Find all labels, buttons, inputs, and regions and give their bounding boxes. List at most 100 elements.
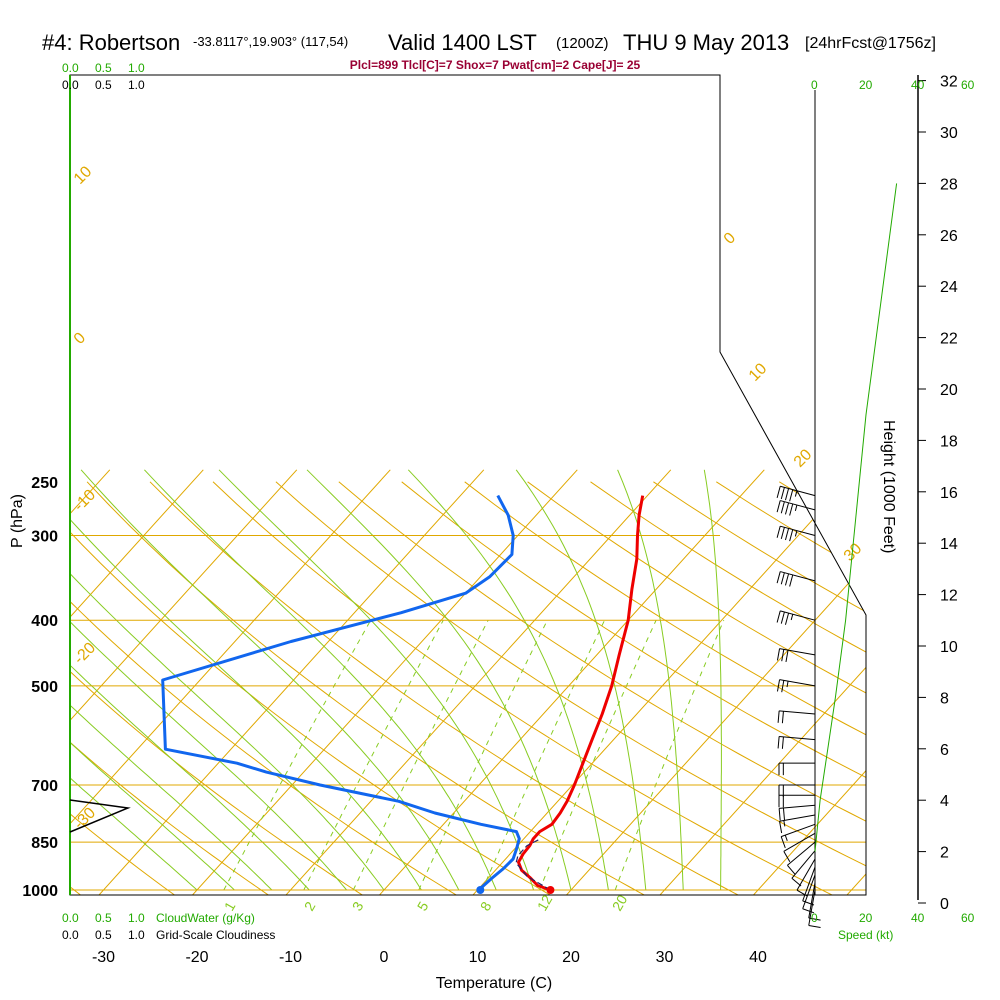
isotherm-label: 10 [746, 360, 771, 385]
wind-barb-staff [779, 814, 816, 822]
wind-barb-staff [780, 485, 816, 497]
wind-barb [779, 814, 816, 834]
moist-adiabat-line [70, 469, 385, 891]
dry-adiabat-line [275, 481, 866, 895]
isotherm-line [838, 469, 866, 895]
wind-barb-flag [776, 679, 781, 692]
wind-barb-flag [779, 821, 783, 834]
mixing-ratio-label: 3 [349, 899, 367, 914]
wind-barb-flag [780, 487, 785, 500]
pressure-ticks: 250 300 400 500 700 850 1000 [22, 475, 58, 900]
temperature-tick: 40 [749, 949, 767, 966]
height-tick-28: 28 [940, 176, 958, 193]
speed-tick-0-top: 0 [811, 78, 818, 92]
wind-barb-flag [783, 820, 786, 827]
mixing-ratio-line [418, 619, 548, 891]
wind-barb-flag [785, 650, 789, 663]
wind-barb-flag [808, 924, 821, 929]
temperature-tick: -20 [185, 949, 208, 966]
wind-barb-flag [789, 503, 794, 516]
height-axis-label: Height (1000 Feet) [880, 420, 897, 553]
height-tick-8: 8 [940, 690, 949, 707]
valid-time: Valid 1400 LST [388, 30, 537, 55]
wind-barb-staff [780, 500, 816, 511]
wind-barb-staff [779, 735, 816, 741]
dry-adiabat-line [590, 481, 866, 895]
wind-barb-flag [781, 680, 785, 693]
wind-barb [783, 832, 816, 862]
parcel-line [515, 838, 551, 891]
cloudiness-tick-1: 0.5 [95, 928, 112, 942]
moist-adiabat-line [70, 469, 347, 891]
isotherm-lines [70, 469, 1000, 905]
wind-barb-flag [783, 851, 791, 862]
wind-barb [778, 762, 815, 776]
wind-barb-flag [787, 864, 796, 875]
wind-barb [776, 648, 816, 663]
pressure-tick-250: 250 [31, 475, 58, 492]
isotherm-line [464, 469, 859, 895]
wind-barb [791, 850, 816, 887]
wind-barb-flag [796, 889, 808, 897]
cloud-water-tick-0: 0.0 [62, 911, 79, 925]
dry-adiabat-line [70, 481, 283, 895]
isotherm-line [70, 469, 204, 895]
height-tick-16: 16 [940, 485, 958, 502]
speed-tick-1: 20 [859, 911, 873, 925]
wind-barb-flag [794, 490, 798, 497]
temperature-tick: 30 [656, 949, 674, 966]
height-tick-18: 18 [940, 433, 958, 450]
forecast-info: [24hrFcst@1756z] [805, 35, 936, 52]
zulu-time: (1200Z) [556, 35, 609, 52]
cloud-water-tick-1-top: 0.5 [95, 61, 112, 75]
wind-barb-flag [802, 900, 815, 906]
wind-barb-flag [776, 571, 781, 584]
isotherm-line [70, 469, 391, 895]
moist-adiabat-line [70, 469, 198, 891]
wind-barb-staff [791, 850, 816, 879]
moist-adiabat-line [144, 469, 497, 891]
isotherm-label: -20 [71, 639, 99, 667]
sounding-indices: Plcl=899 Tlcl[C]=7 Shox=7 Pwat[cm]=2 Cap… [350, 58, 641, 72]
wind-barb-flag [802, 908, 815, 914]
isotherm-label: 0 [721, 229, 739, 247]
wind-barb-staff [808, 889, 816, 926]
temperature-line [517, 495, 645, 892]
mixing-ratio-line [223, 619, 372, 891]
moist-adiabat-line [70, 469, 422, 891]
mixing-ratio-label: 20 [609, 892, 631, 914]
height-tick-20: 20 [940, 382, 958, 399]
isotherm-label: 0 [71, 329, 89, 347]
wind-barb [776, 525, 816, 542]
height-tick-14: 14 [940, 536, 958, 553]
isotherm-line [932, 470, 1000, 905]
dry-adiabat-line [401, 481, 866, 895]
wind-barb-flag [789, 489, 794, 502]
moist-adiabat-line [407, 469, 609, 891]
dry-adiabat-line [338, 481, 866, 895]
wind-barb-staff [779, 648, 816, 656]
mixing-ratio-label: 12 [534, 892, 556, 914]
wind-barb-staff [780, 610, 816, 621]
wind-barb-staff [779, 679, 816, 687]
moist-adiabat-line [70, 469, 273, 891]
wind-barb-flag [782, 808, 785, 821]
wind-barb-flag [780, 527, 785, 540]
height-tick-22: 22 [940, 331, 958, 348]
dry-adiabat-line [70, 481, 473, 895]
speed-tick-2: 40 [911, 911, 925, 925]
moist-adiabat-line [218, 469, 535, 891]
wind-barb-flag [781, 736, 784, 749]
dry-adiabat-lines [70, 481, 866, 895]
wind-barb-flag [791, 877, 802, 887]
wind-barb [808, 889, 821, 929]
height-tick-0: 0 [940, 896, 949, 913]
wind-barb [776, 500, 816, 516]
wind-barb-flag [794, 530, 798, 537]
dry-adiabat-line [653, 481, 866, 895]
wind-barb-flag [777, 736, 780, 749]
mixing-ratio-line [352, 619, 489, 891]
wind-barb [802, 874, 816, 914]
